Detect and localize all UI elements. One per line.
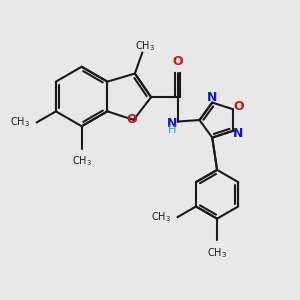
Text: CH$_3$: CH$_3$ (72, 154, 92, 168)
Text: CH$_3$: CH$_3$ (207, 246, 227, 260)
Text: O: O (233, 100, 244, 113)
Text: O: O (172, 55, 183, 68)
Text: N: N (207, 91, 217, 104)
Text: CH$_3$: CH$_3$ (10, 116, 30, 129)
Text: CH$_3$: CH$_3$ (152, 210, 172, 224)
Text: N: N (233, 127, 243, 140)
Text: H: H (168, 125, 177, 136)
Text: N: N (167, 116, 178, 130)
Text: O: O (126, 113, 136, 126)
Text: CH$_3$: CH$_3$ (134, 40, 154, 53)
